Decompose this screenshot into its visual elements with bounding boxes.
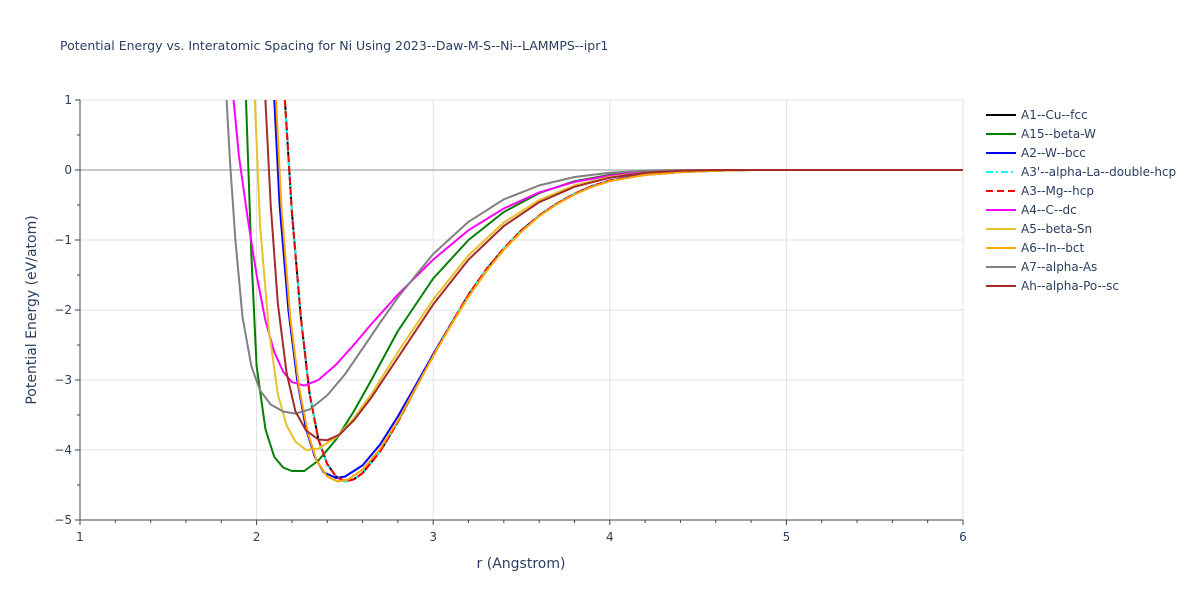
legend-item[interactable]: A3'--alpha-La--double-hcp <box>986 165 1176 179</box>
legend-label: A4--C--dc <box>1021 203 1077 217</box>
series-layer <box>225 100 963 483</box>
x-tick-label: 5 <box>783 530 791 544</box>
legend-label: A3'--alpha-La--double-hcp <box>1021 165 1176 179</box>
legend-item[interactable]: A5--beta-Sn <box>986 222 1092 236</box>
legend-label: A6--In--bct <box>1021 241 1085 255</box>
legend-item[interactable]: A3--Mg--hcp <box>986 184 1094 198</box>
x-tick-label: 2 <box>253 530 261 544</box>
legend-item[interactable]: A2--W--bcc <box>986 146 1086 160</box>
legend-item[interactable]: A15--beta-W <box>986 127 1096 141</box>
series-line[interactable] <box>225 100 963 415</box>
y-tick-label: −2 <box>54 303 72 317</box>
y-tick-label: −1 <box>54 233 72 247</box>
x-tick-label: 3 <box>429 530 437 544</box>
x-axis-title: r (Angstrom) <box>477 556 566 572</box>
legend-label: A5--beta-Sn <box>1021 222 1092 236</box>
series-line[interactable] <box>275 100 963 483</box>
legend[interactable]: A1--Cu--fcc A15--beta-W A2--W--bcc A3'--alp… <box>986 108 1176 293</box>
legend-label: Ah--alpha-Po--sc <box>1021 279 1119 293</box>
legend-label: A1--Cu--fcc <box>1021 108 1088 122</box>
y-axis-title: Potential Energy (eV/atom) <box>24 215 40 404</box>
y-tick-label: 1 <box>64 93 72 107</box>
legend-item[interactable]: A6--In--bct <box>986 241 1085 255</box>
legend-item[interactable]: A4--C--dc <box>986 203 1077 217</box>
series-line[interactable] <box>264 100 963 442</box>
chart-title: Potential Energy vs. Interatomic Spacing… <box>60 38 608 53</box>
x-tick-label: 1 <box>76 530 84 544</box>
legend-item[interactable]: Ah--alpha-Po--sc <box>986 279 1119 293</box>
y-tick-label: 0 <box>64 163 72 177</box>
legend-item[interactable]: A1--Cu--fcc <box>986 108 1088 122</box>
legend-item[interactable]: A7--alpha-As <box>986 260 1097 274</box>
legend-label: A7--alpha-As <box>1021 260 1097 274</box>
y-tick-label: −4 <box>54 443 72 457</box>
x-tick-label: 4 <box>606 530 614 544</box>
y-tick-label: −5 <box>54 513 72 527</box>
legend-label: A2--W--bcc <box>1021 146 1086 160</box>
legend-label: A3--Mg--hcp <box>1021 184 1094 198</box>
legend-label: A15--beta-W <box>1021 127 1096 141</box>
axes-layer: 1 2 3 4 5 6 1 0 −1 −2 −3 −4 −5 <box>54 93 967 544</box>
x-tick-label: 6 <box>959 530 967 544</box>
y-tick-label: −3 <box>54 373 72 387</box>
